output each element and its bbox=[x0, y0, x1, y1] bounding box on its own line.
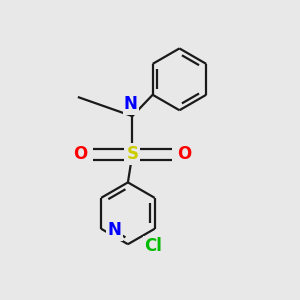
Text: N: N bbox=[124, 95, 138, 113]
Text: S: S bbox=[126, 146, 138, 164]
Text: Cl: Cl bbox=[144, 237, 162, 255]
Text: O: O bbox=[177, 145, 192, 163]
Text: O: O bbox=[73, 145, 87, 163]
Text: N: N bbox=[108, 221, 122, 239]
